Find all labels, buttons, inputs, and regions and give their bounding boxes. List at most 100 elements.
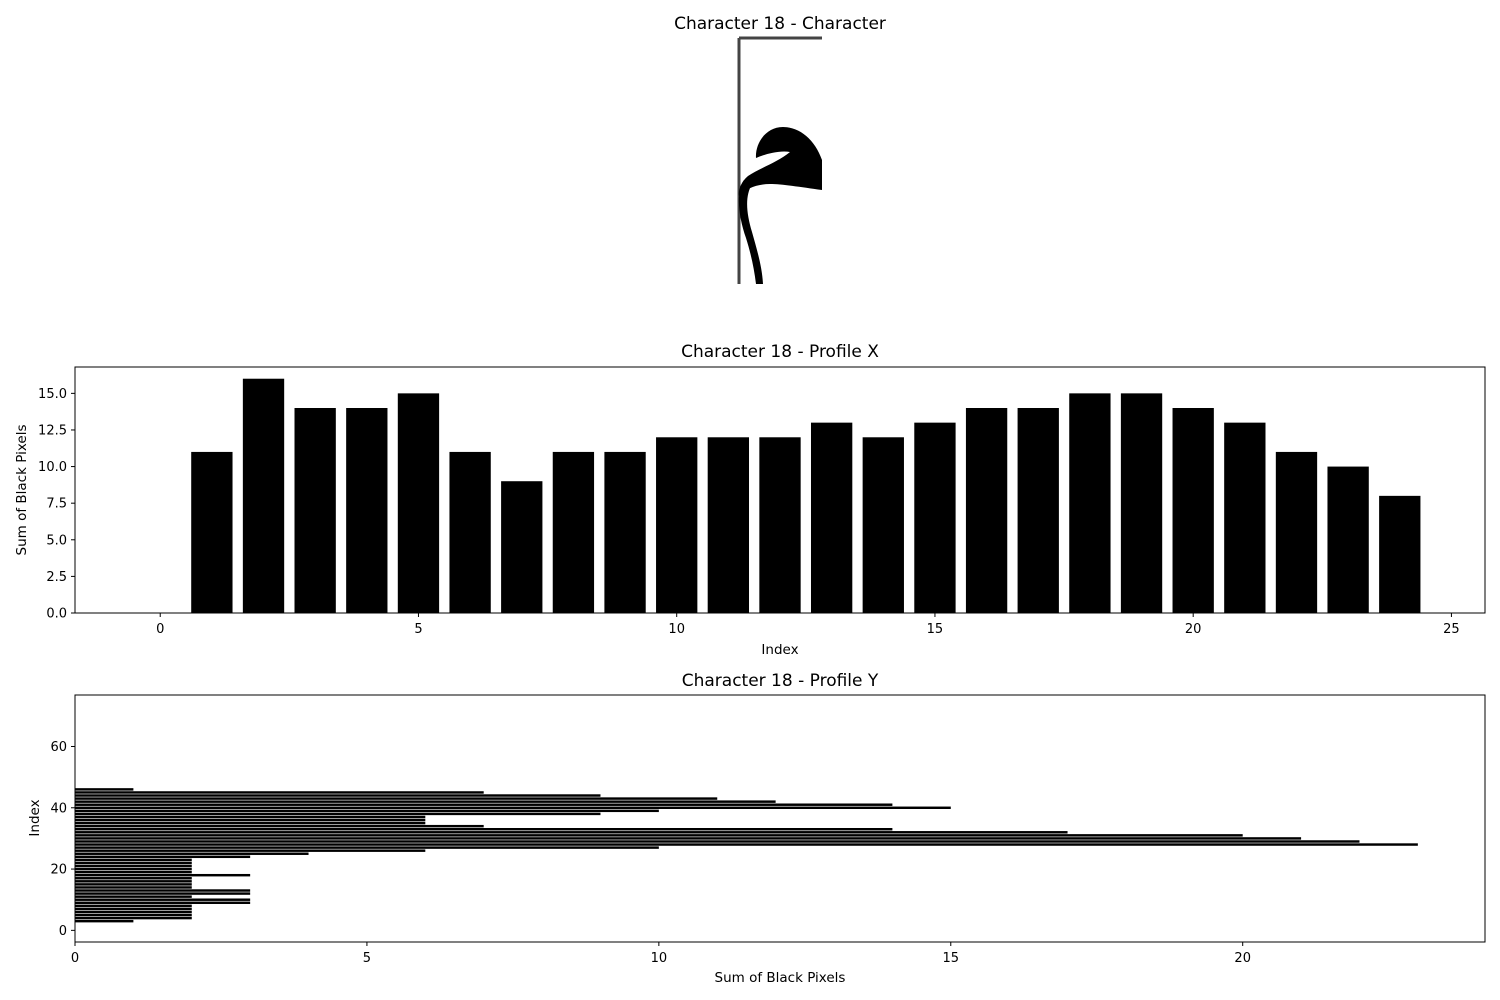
profile-x-bar <box>397 393 440 613</box>
profile-y-bar <box>75 815 426 819</box>
profile-y-xtick-label: 20 <box>1234 951 1251 966</box>
profile-y-yticks: 0 20 40 60 <box>50 740 75 939</box>
profile-x-bar <box>1275 451 1318 613</box>
profile-y-xticks: 0 5 10 15 20 <box>71 942 1251 966</box>
profile-x-ytick-label: 5.0 <box>46 533 67 548</box>
profile-x-xtick-label: 20 <box>1185 622 1202 637</box>
profile-y-ytick-label: 0 <box>59 924 67 939</box>
profile-x-xtick-label: 15 <box>927 622 944 637</box>
profile-y-bar <box>75 800 776 803</box>
profile-y-bar <box>75 870 192 874</box>
profile-x-ytick-label: 7.5 <box>46 497 67 512</box>
profile-y-bar <box>75 913 192 917</box>
profile-x-bar <box>1069 393 1111 613</box>
profile-x-bar <box>965 408 1008 613</box>
profile-y-bar <box>75 895 192 898</box>
profile-x-xlabel: Index <box>761 642 798 658</box>
profile-y-bar <box>75 892 251 895</box>
profile-x-yticks: 0.0 2.5 5.0 7.5 10.0 12.5 15.0 <box>38 387 75 622</box>
profile-x-panel: Character 18 - Profile X 0 5 10 15 20 25 0.0 2… <box>14 342 1486 658</box>
profile-y-xtick-label: 15 <box>943 951 960 966</box>
profile-y-bar <box>75 904 192 908</box>
profile-y-bar <box>75 873 251 877</box>
profile-y-ytick-label: 20 <box>50 863 67 878</box>
profile-y-bar <box>75 828 893 831</box>
profile-y-bar <box>75 788 134 791</box>
profile-x-xtick-label: 0 <box>156 622 164 637</box>
character-panel: Character 18 - Character <box>674 14 886 284</box>
profile-x-bar <box>759 437 801 613</box>
profile-y-bar <box>75 843 1418 846</box>
character-title: Character 18 - Character <box>674 14 886 34</box>
profile-x-axes-frame <box>74 366 1486 614</box>
profile-y-bar <box>75 886 192 889</box>
profile-y-xlabel: Sum of Black Pixels <box>715 970 846 986</box>
profile-x-bar <box>346 408 388 613</box>
profile-y-bar <box>75 824 484 828</box>
profile-y-title: Character 18 - Profile Y <box>682 671 879 691</box>
profile-y-bar <box>75 849 426 852</box>
profile-y-bar <box>75 901 251 904</box>
profile-y-bar <box>75 837 1302 840</box>
profile-x-xtick-label: 5 <box>414 622 422 637</box>
profile-y-bar <box>75 794 601 797</box>
profile-y-bar <box>75 864 192 868</box>
profile-y-bar <box>75 791 484 794</box>
profile-y-bar <box>75 877 192 880</box>
profile-x-ytick-label: 10.0 <box>38 460 67 475</box>
profile-y-bar <box>75 840 1360 843</box>
profile-x-bar <box>552 451 595 613</box>
profile-y-bar <box>75 818 426 822</box>
profile-y-xtick-label: 0 <box>71 951 79 966</box>
profile-y-bar <box>75 846 659 849</box>
profile-y-bar <box>75 803 893 806</box>
profile-x-bar <box>294 408 336 613</box>
profile-x-bar <box>242 378 285 613</box>
profile-y-xtick-label: 5 <box>363 951 371 966</box>
profile-y-axes-frame <box>74 694 1486 943</box>
profile-x-bar <box>1120 393 1163 613</box>
profile-y-ytick-label: 60 <box>50 740 67 755</box>
profile-y-bar <box>75 898 251 901</box>
glyph-stroke-loop <box>738 127 822 196</box>
profile-y-bar <box>75 867 192 871</box>
profile-y-ytick-label: 40 <box>50 801 67 816</box>
profile-x-bar <box>1172 408 1214 613</box>
profile-y-bar <box>75 797 718 800</box>
profile-y-bar <box>75 910 192 914</box>
profile-y-bar <box>75 806 951 809</box>
profile-x-xtick-label: 25 <box>1443 622 1460 637</box>
profile-y-bar <box>75 907 192 911</box>
profile-x-bar <box>914 422 956 613</box>
profile-y-bar <box>75 880 192 883</box>
profile-x-xtick-label: 10 <box>668 622 685 637</box>
profile-x-title: Character 18 - Profile X <box>681 342 879 362</box>
profile-x-xticks: 0 5 10 15 20 25 <box>156 613 1460 637</box>
profile-y-bar <box>75 821 426 825</box>
profile-x-bar <box>604 451 646 613</box>
glyph-stroke-tail <box>738 180 763 284</box>
profile-y-bar <box>75 919 134 923</box>
profile-x-ytick-label: 15.0 <box>38 387 67 402</box>
profile-x-bar <box>191 451 233 613</box>
profile-y-bar <box>75 852 309 855</box>
profile-y-bar <box>75 861 192 865</box>
profile-x-ytick-label: 2.5 <box>46 570 67 585</box>
profile-x-bar <box>1379 495 1421 613</box>
profile-x-bar <box>862 437 904 613</box>
profile-y-xtick-label: 10 <box>651 951 668 966</box>
profile-x-ytick-label: 12.5 <box>38 423 67 438</box>
profile-x-bar <box>656 437 698 613</box>
profile-x-ylabel: Sum of Black Pixels <box>14 425 30 556</box>
profile-y-bar <box>75 831 1068 834</box>
profile-x-bar <box>707 437 750 613</box>
profile-x-bars <box>191 378 1421 613</box>
profile-x-bar <box>1224 422 1266 613</box>
profile-y-bar <box>75 855 251 859</box>
profile-x-ytick-label: 0.0 <box>46 607 67 622</box>
profile-x-bar <box>1327 466 1369 613</box>
profile-y-bar <box>75 889 251 892</box>
profile-y-bar <box>75 916 192 920</box>
profile-x-bar <box>449 451 491 613</box>
